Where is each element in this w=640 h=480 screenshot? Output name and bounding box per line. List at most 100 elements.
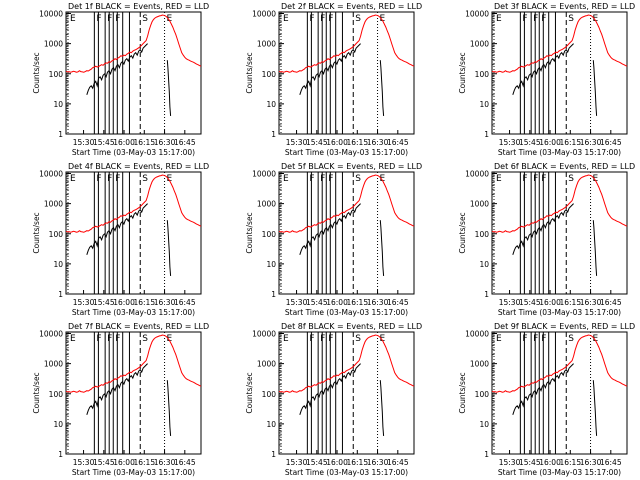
panel-det-8: Det 8f BLACK = Events, RED = LLD 1 10 100 10…: [245, 322, 422, 477]
lld-series-line: [491, 14, 628, 73]
events-tail-line: [379, 60, 385, 116]
x-axis-label: Start Time (03-May-03 15:17:00): [72, 468, 195, 477]
x-tick-label: 15:30: [286, 298, 308, 307]
x-tick-label: 16:00: [539, 458, 561, 467]
x-tick-label: 16:15: [559, 138, 581, 147]
y-tick-label: 1: [58, 130, 63, 139]
x-axis-label: Start Time (03-May-03 15:17:00): [285, 148, 408, 157]
events-series-line: [86, 203, 148, 255]
x-tick-label: 16:00: [326, 138, 348, 147]
f-marker-label: F: [96, 174, 101, 184]
y-tick-label: 1000: [257, 360, 276, 369]
e-marker-label: E: [70, 174, 76, 184]
panel-title: Det 1f BLACK = Events, RED = LLD: [68, 2, 209, 11]
x-tick-label: 16:15: [133, 298, 155, 307]
x-axis-label: Start Time (03-May-03 15:17:00): [498, 148, 621, 157]
f-marker-label: F: [533, 334, 538, 344]
f-marker-label: F: [541, 334, 546, 344]
s-marker-label: S: [568, 14, 574, 24]
y-axis-label: Counts/sec: [245, 212, 254, 253]
f-marker-label: F: [522, 174, 527, 184]
e-marker-label: E: [283, 14, 289, 24]
f-marker-label: F: [309, 334, 314, 344]
x-tick-label: 16:30: [154, 458, 176, 467]
panel-det-6: Det 6f BLACK = Events, RED = LLD 1 10 100 10…: [458, 162, 635, 317]
y-axis-label: Counts/sec: [245, 52, 254, 93]
y-tick-label: 10000: [465, 330, 489, 339]
x-tick-label: 16:00: [326, 298, 348, 307]
x-tick-label: 16:30: [154, 298, 176, 307]
panel-det-7: Det 7f BLACK = Events, RED = LLD 1 10 100 10…: [32, 322, 209, 477]
e-marker-label: E: [70, 14, 76, 24]
x-tick-label: 15:30: [499, 138, 521, 147]
e-marker-label: E: [167, 174, 173, 184]
y-tick-label: 1: [271, 290, 276, 299]
y-tick-label: 1: [484, 130, 489, 139]
events-series-line: [512, 363, 574, 415]
lld-series-line: [65, 174, 202, 233]
x-tick-label: 16:15: [559, 298, 581, 307]
x-tick-label: 16:30: [580, 458, 602, 467]
y-tick-label: 10: [266, 100, 276, 109]
x-tick-label: 16:45: [600, 138, 622, 147]
y-tick-label: 10: [53, 260, 63, 269]
panel-det-3: Det 3f BLACK = Events, RED = LLD 1 10 100 10…: [458, 2, 635, 157]
x-tick-label: 15:30: [499, 458, 521, 467]
panel-title: Det 7f BLACK = Events, RED = LLD: [68, 322, 209, 331]
panel-title: Det 6f BLACK = Events, RED = LLD: [494, 162, 635, 171]
panel-title: Det 4f BLACK = Events, RED = LLD: [68, 162, 209, 171]
x-tick-label: 15:45: [93, 298, 115, 307]
y-tick-label: 10000: [252, 10, 276, 19]
f-marker-label: F: [107, 14, 112, 24]
panel-det-5: Det 5f BLACK = Events, RED = LLD 1 10 100 10…: [245, 162, 422, 317]
f-marker-label: F: [320, 334, 325, 344]
y-tick-label: 1: [484, 450, 489, 459]
y-tick-label: 1000: [257, 40, 276, 49]
f-marker-label: F: [320, 14, 325, 24]
f-marker-label: F: [309, 14, 314, 24]
y-tick-label: 100: [262, 230, 277, 239]
y-tick-label: 1000: [44, 360, 63, 369]
y-axis-label: Counts/sec: [458, 52, 467, 93]
y-tick-label: 1000: [44, 200, 63, 209]
x-tick-label: 16:15: [559, 458, 581, 467]
x-axis-label: Start Time (03-May-03 15:17:00): [285, 308, 408, 317]
x-tick-label: 15:45: [306, 138, 328, 147]
f-marker-label: F: [541, 174, 546, 184]
e-marker-label: E: [380, 14, 386, 24]
y-tick-label: 100: [475, 390, 490, 399]
e-marker-label: E: [593, 334, 599, 344]
events-series-line: [512, 43, 574, 95]
x-tick-label: 16:00: [539, 138, 561, 147]
axes-frame: [278, 171, 415, 295]
e-marker-label: E: [167, 14, 173, 24]
events-series-line: [86, 363, 148, 415]
axes-frame: [491, 11, 628, 135]
y-tick-label: 100: [49, 70, 64, 79]
axes-frame: [491, 171, 628, 295]
lld-series-line: [491, 174, 628, 233]
x-tick-label: 16:45: [387, 298, 409, 307]
x-tick-label: 15:45: [519, 298, 541, 307]
events-tail-line: [379, 220, 385, 276]
x-tick-label: 16:15: [133, 138, 155, 147]
f-marker-label: F: [115, 14, 120, 24]
y-tick-label: 1: [58, 290, 63, 299]
y-axis-label: Counts/sec: [245, 372, 254, 413]
x-tick-label: 15:45: [306, 458, 328, 467]
x-axis-label: Start Time (03-May-03 15:17:00): [72, 148, 195, 157]
panel-det-4: Det 4f BLACK = Events, RED = LLD 1 10 100 10…: [32, 162, 209, 317]
y-tick-label: 100: [475, 70, 490, 79]
s-marker-label: S: [568, 334, 574, 344]
s-marker-label: S: [142, 174, 148, 184]
events-series-line: [299, 363, 361, 415]
x-axis-label: Start Time (03-May-03 15:17:00): [498, 468, 621, 477]
f-marker-label: F: [541, 14, 546, 24]
lld-series-line: [278, 14, 415, 73]
y-axis-label: Counts/sec: [32, 372, 41, 413]
events-tail-line: [166, 60, 172, 116]
y-tick-label: 10: [479, 100, 489, 109]
x-tick-label: 15:45: [519, 138, 541, 147]
f-marker-label: F: [328, 334, 333, 344]
e-marker-label: E: [496, 14, 502, 24]
